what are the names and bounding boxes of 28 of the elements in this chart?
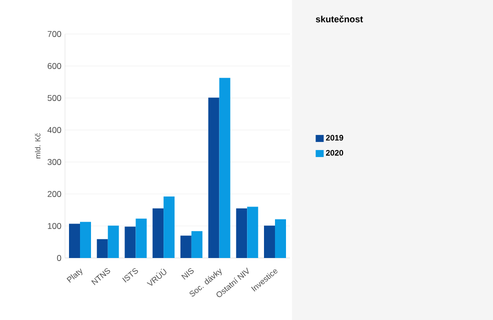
legend-label: 2019	[326, 134, 344, 141]
bar	[164, 196, 175, 258]
bar	[219, 78, 230, 258]
x-tick-label: NIS	[181, 268, 194, 280]
bar	[247, 206, 258, 258]
bar	[191, 231, 202, 258]
bar	[96, 239, 108, 258]
y-tick-label: 300	[48, 158, 62, 165]
bar	[208, 98, 220, 258]
y-tick-label: 400	[47, 126, 62, 133]
bar	[69, 224, 80, 258]
bar	[274, 219, 286, 258]
y-tick-label: 700	[48, 30, 62, 38]
text: skutečnost	[316, 16, 363, 22]
bar	[124, 226, 136, 258]
bar	[108, 226, 119, 258]
y-tick-label: 100	[48, 222, 62, 229]
y-tick-label: 200	[48, 190, 62, 197]
bar	[152, 208, 164, 258]
bar	[236, 208, 248, 258]
legend-label: 2020	[326, 150, 344, 156]
bar	[180, 236, 192, 258]
y-tick-label: 0	[57, 254, 62, 261]
bar	[136, 218, 147, 258]
bar	[264, 226, 275, 258]
y-tick-label: 600	[48, 62, 62, 69]
y-tick-label: 500	[48, 94, 62, 101]
bar	[80, 222, 92, 258]
